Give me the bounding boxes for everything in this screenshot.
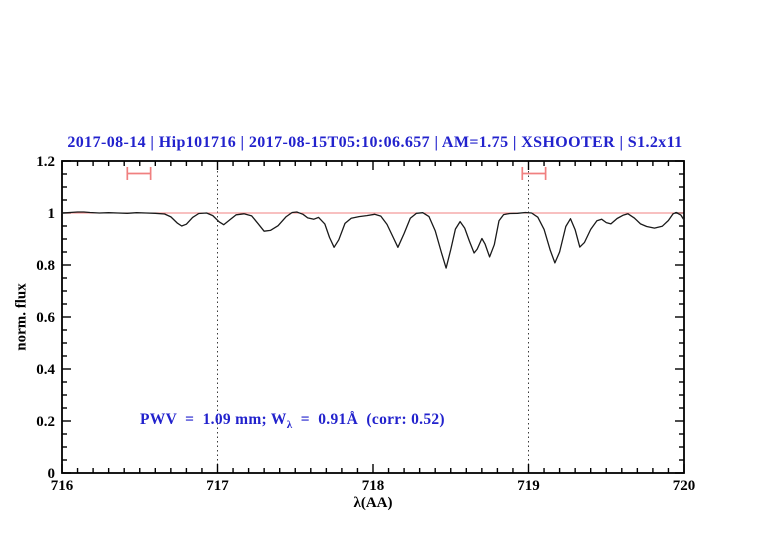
y-tick-label: 0.4: [36, 362, 55, 378]
x-tick-label: 717: [206, 478, 229, 494]
plot-title: 2017-08-14 | Hip101716 | 2017-08-15T05:1…: [67, 134, 683, 151]
y-tick-label: 0.6: [36, 310, 55, 326]
y-tick-label: 0.2: [36, 414, 55, 430]
y-axis-label: norm. flux: [13, 283, 30, 351]
x-tick-label: 719: [517, 478, 540, 494]
x-axis-label: λ(AA): [353, 495, 393, 511]
pwv-annotation-lambda-subscript: λ: [286, 419, 293, 432]
y-tick-label: 1: [48, 206, 56, 222]
x-tick-label: 716: [51, 478, 74, 494]
pwv-annotation-text-post: = 0.91Å (corr: 0.52): [292, 411, 445, 428]
tick-labels: 716 717 718 719 720 0 0.2 0.4 0.6 0.8 1 1.2: [36, 154, 695, 494]
pwv-annotation: PWV = 1.09 mm; Wλ = 0.91Å (corr: 0.52): [140, 411, 445, 432]
spectrum-line: [61, 211, 685, 269]
x-tick-label: 720: [673, 478, 696, 494]
ew-range-marker: [521, 166, 547, 180]
y-tick-label: 0: [48, 466, 56, 482]
x-tick-label: 718: [362, 478, 385, 494]
ew-range-marker: [126, 166, 152, 180]
y-tick-label: 0.8: [36, 258, 55, 274]
axis-ticks: [61, 160, 685, 474]
pwv-annotation-text-pre: PWV = 1.09 mm; W: [140, 411, 287, 428]
y-tick-label: 1.2: [36, 154, 55, 170]
